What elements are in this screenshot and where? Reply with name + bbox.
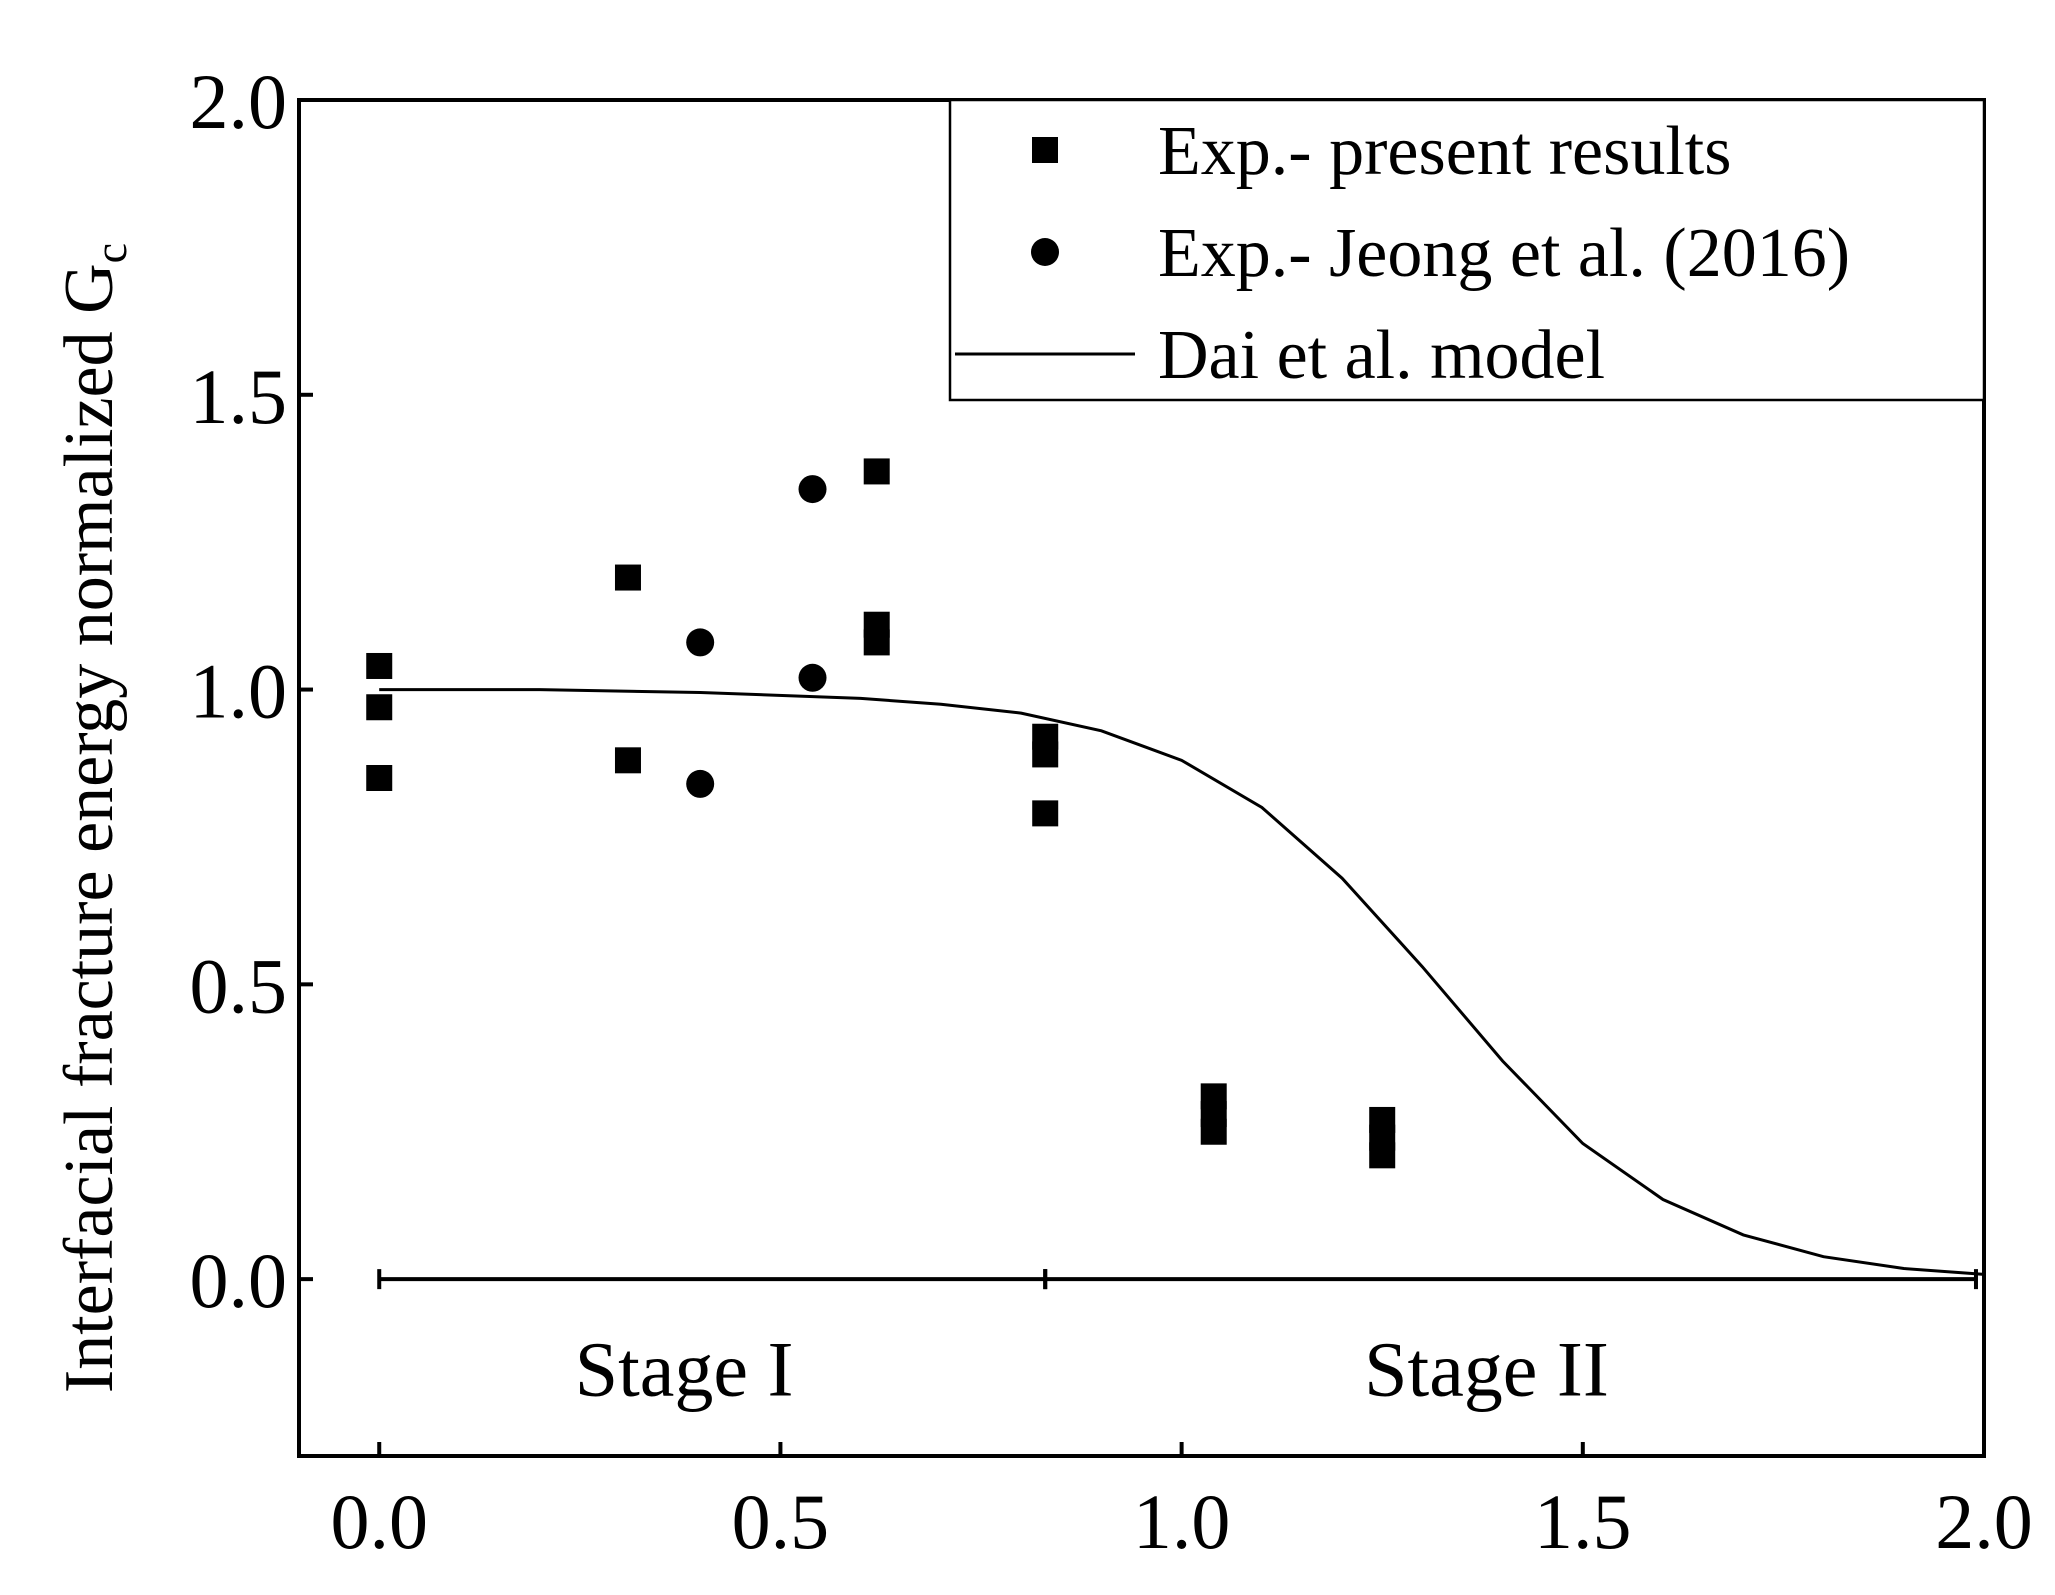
legend-present-results-label: Exp.- present results <box>1158 113 1731 190</box>
stage-label-1: Stage I <box>575 1326 794 1413</box>
present-result-point <box>614 564 641 591</box>
x-tick-label: 0.5 <box>732 1478 830 1565</box>
marker-layer <box>366 458 1396 1169</box>
x-tick-label: 2.0 <box>1935 1478 2033 1565</box>
stage-label-2: Stage II <box>1364 1326 1609 1413</box>
legend-present-results-marker <box>1032 137 1058 163</box>
y-axis-title-text: Interfacial fracture energy normalized G <box>51 263 128 1393</box>
stage-layer: Stage I Stage II <box>377 1269 1978 1413</box>
y-tick-label: 2.0 <box>190 58 288 145</box>
jeong-point <box>686 628 715 657</box>
present-result-point <box>1200 1118 1227 1145</box>
tick-layer: 0.0 0.5 1.0 1.5 2.0 0.0 0.5 1.0 1.5 2.0 <box>190 58 2033 1565</box>
present-result-point <box>366 694 393 721</box>
present-result-point <box>1032 800 1059 827</box>
jeong-point <box>686 769 715 798</box>
legend: Exp.- present results Exp.- Jeong et al. … <box>948 98 1986 402</box>
present-result-point <box>863 458 890 485</box>
legend-box <box>948 98 1986 402</box>
y-tick-label: 1.0 <box>190 648 288 735</box>
jeong-point <box>798 475 827 504</box>
y-tick-label: 0.5 <box>190 942 288 1029</box>
x-tick-label: 1.5 <box>1534 1478 1632 1565</box>
x-tick-label: 0.0 <box>330 1478 428 1565</box>
jeong-point <box>798 663 827 692</box>
legend-jeong-marker <box>1031 238 1059 266</box>
present-result-point <box>366 652 393 679</box>
present-result-point <box>1032 741 1059 768</box>
present-result-point <box>863 629 890 656</box>
x-tick-label: 1.0 <box>1133 1478 1231 1565</box>
y-tick-label: 1.5 <box>190 353 288 440</box>
present-result-point <box>614 747 641 774</box>
present-result-point <box>1369 1142 1396 1169</box>
y-axis-title-subscript: c <box>85 243 136 263</box>
y-tick-label: 0.0 <box>190 1237 288 1324</box>
model-curve-layer <box>379 688 1985 1276</box>
legend-dai-model-label: Dai et al. model <box>1158 317 1605 394</box>
present-result-point <box>366 765 393 791</box>
y-axis-title: Interfacial fracture energy normalized G… <box>51 243 136 1393</box>
dai-model-curve <box>379 688 1985 1276</box>
legend-jeong-label: Exp.- Jeong et al. (2016) <box>1158 215 1850 292</box>
